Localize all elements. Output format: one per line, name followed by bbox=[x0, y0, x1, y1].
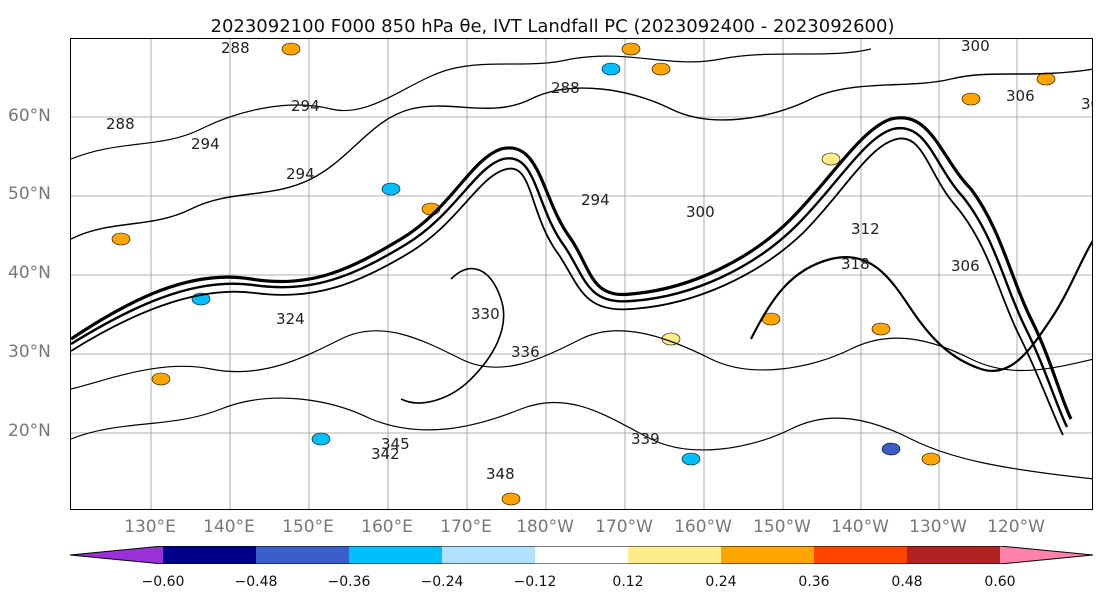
contour-label: 288 bbox=[551, 79, 580, 97]
lon-label-140e: 140°E bbox=[203, 517, 255, 537]
colorbar-segment bbox=[256, 546, 349, 564]
contour-line bbox=[71, 126, 1069, 428]
lat-label-40n: 40°N bbox=[8, 263, 51, 283]
ivt-patch bbox=[621, 42, 641, 56]
lon-label-170e: 170°E bbox=[440, 517, 492, 537]
contour-label: 324 bbox=[276, 310, 305, 328]
contour-line bbox=[750, 240, 1092, 372]
theta-e-contours bbox=[71, 48, 1092, 480]
colorbar-segment bbox=[721, 546, 814, 564]
ivt-patch bbox=[681, 452, 701, 466]
ivt-patch bbox=[381, 182, 401, 196]
contour-label: 336 bbox=[511, 343, 540, 361]
contour-line bbox=[71, 116, 1073, 420]
map-canvas: 288 294 288 294 300 294 300 306 288 294 300 306 312 3… bbox=[71, 39, 1093, 509]
lon-label-160w: 160°W bbox=[674, 517, 732, 537]
lon-label-140w: 140°W bbox=[831, 517, 889, 537]
ivt-patch bbox=[501, 492, 521, 506]
contour-label: 300 bbox=[961, 39, 990, 55]
colorbar-tick-label: −0.12 bbox=[513, 574, 557, 590]
colorbar-extend-min bbox=[70, 546, 163, 564]
contour-label: 294 bbox=[291, 97, 320, 115]
contour-label: 306 bbox=[951, 257, 980, 275]
lat-label-60n: 60°N bbox=[8, 106, 51, 126]
contour-label: 330 bbox=[471, 305, 500, 323]
contour-label: 318 bbox=[841, 255, 870, 273]
contour-label: 294 bbox=[581, 191, 610, 209]
contour-label: 300 bbox=[686, 203, 715, 221]
lon-label-130e: 130°E bbox=[124, 517, 176, 537]
colorbar-tick-label: −0.24 bbox=[420, 574, 464, 590]
contour-line bbox=[71, 68, 1092, 240]
colorbar-tick-label: 0.24 bbox=[705, 574, 737, 590]
contour-line bbox=[71, 330, 1092, 390]
ivt-patch bbox=[1036, 72, 1056, 86]
colorbar-segment bbox=[907, 546, 1000, 564]
ivt-patch bbox=[921, 452, 941, 466]
colorbar-extend-max bbox=[1000, 546, 1093, 564]
lon-label-150e: 150°E bbox=[282, 517, 334, 537]
lon-label-120w: 120°W bbox=[987, 517, 1045, 537]
colorbar-segment bbox=[163, 546, 256, 564]
contour-line bbox=[71, 137, 1064, 436]
lat-label-50n: 50°N bbox=[8, 184, 51, 204]
lat-label-30n: 30°N bbox=[8, 342, 51, 362]
colorbar-segment bbox=[628, 546, 721, 564]
contour-label: 294 bbox=[286, 165, 315, 183]
contour-label: 288 bbox=[221, 39, 250, 57]
map-panel: 288 294 288 294 300 294 300 306 288 294 300 306 312 3… bbox=[70, 38, 1093, 510]
contour-label: 300 bbox=[1081, 95, 1093, 113]
map-title: 2023092100 F000 850 hPa θe, IVT Landfall… bbox=[0, 8, 1105, 37]
ivt-patch bbox=[111, 232, 131, 246]
colorbar-tick-label: −0.48 bbox=[234, 574, 278, 590]
contour-line bbox=[71, 48, 872, 160]
lon-label-150w: 150°W bbox=[753, 517, 811, 537]
ivt-patch bbox=[961, 92, 981, 106]
lat-label-20n: 20°N bbox=[8, 421, 51, 441]
lon-label-170w: 170°W bbox=[595, 517, 653, 537]
ivt-patch bbox=[281, 42, 301, 56]
ivt-patch bbox=[311, 432, 331, 446]
ivt-patch bbox=[601, 62, 621, 76]
contour-label: 306 bbox=[1006, 87, 1035, 105]
ivt-patch bbox=[871, 322, 891, 336]
ivt-patch bbox=[821, 152, 841, 166]
contour-labels: 288 294 288 294 300 294 300 306 288 294 300 306 312 3… bbox=[106, 39, 1093, 483]
colorbar-tick-label: 0.12 bbox=[612, 574, 644, 590]
contour-label: 342 bbox=[371, 445, 400, 463]
contour-label: 288 bbox=[106, 115, 135, 133]
colorbar-segment bbox=[535, 546, 628, 564]
colorbar-segment bbox=[442, 546, 535, 564]
colorbar-tick-label: −0.60 bbox=[141, 574, 185, 590]
colorbar-segment bbox=[814, 546, 907, 564]
contour-line bbox=[400, 267, 505, 404]
ivt-patch bbox=[651, 62, 671, 76]
colorbar-tick-label: 0.48 bbox=[891, 574, 923, 590]
contour-label: 348 bbox=[486, 465, 515, 483]
colorbar-segment bbox=[349, 546, 442, 564]
lon-label-160e: 160°E bbox=[361, 517, 413, 537]
colorbar bbox=[70, 546, 1093, 564]
lon-label-180w: 180°W bbox=[516, 517, 574, 537]
colorbar-tick-label: 0.60 bbox=[984, 574, 1016, 590]
map-title-text: 2023092100 F000 850 hPa θe, IVT Landfall… bbox=[210, 16, 895, 37]
contour-line bbox=[71, 397, 1092, 480]
ivt-patch bbox=[151, 372, 171, 386]
lon-label-130w: 130°W bbox=[909, 517, 967, 537]
ivt-shading bbox=[111, 42, 1056, 506]
colorbar-tick-label: −0.36 bbox=[327, 574, 371, 590]
contour-label: 345 bbox=[381, 435, 410, 453]
contour-label: 312 bbox=[851, 220, 880, 238]
colorbar-tick-label: 0.36 bbox=[798, 574, 830, 590]
graticule bbox=[71, 39, 1092, 509]
contour-label: 294 bbox=[191, 135, 220, 153]
ivt-patch bbox=[881, 442, 901, 456]
contour-label: 339 bbox=[631, 430, 660, 448]
